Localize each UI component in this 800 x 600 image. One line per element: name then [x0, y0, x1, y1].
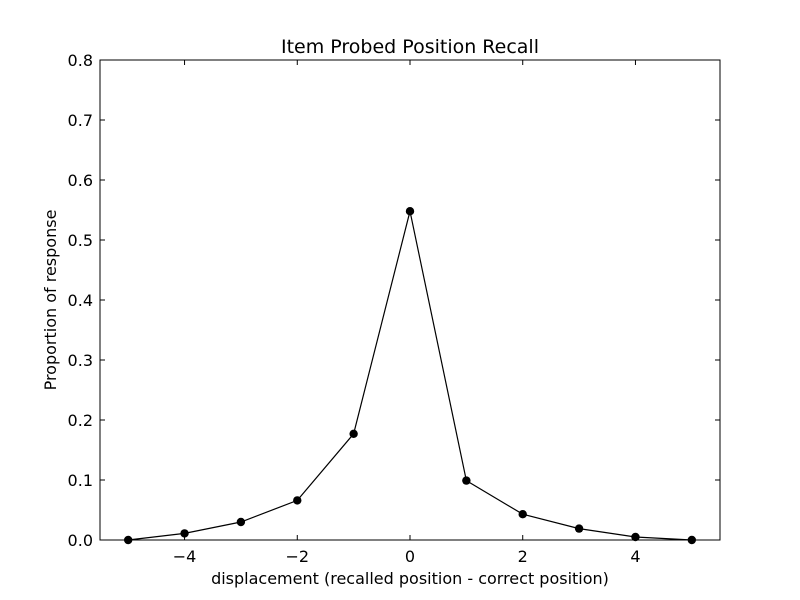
data-point: [574, 524, 584, 533]
y-tick-label: 0.1: [68, 471, 93, 490]
x-tick-label: −2: [285, 547, 309, 566]
axis-ticks: −4 −2 0 2 4 0.0 0.1 0.2 0.3 0.4 0.5 0.6 0.7 0.8: [68, 51, 720, 566]
data-point: [349, 429, 358, 438]
data-point: [236, 517, 246, 527]
y-tick-label: 0.4: [68, 291, 93, 310]
x-tick-label: −4: [173, 547, 197, 566]
y-tick-label: 0.2: [68, 411, 93, 430]
y-tick-label: 0.3: [68, 351, 93, 370]
x-tick-label: 0: [405, 547, 415, 566]
series-line: [128, 211, 692, 541]
x-axis-label: displacement (recalled position - correc…: [211, 569, 609, 588]
data-point: [405, 207, 415, 216]
y-tick-label: 0.0: [68, 531, 93, 550]
y-tick-label: 0.8: [68, 51, 93, 70]
x-tick-label: 2: [518, 547, 528, 566]
data-point: [518, 510, 527, 519]
data-point: [293, 496, 302, 505]
chart-title: Item Probed Position Recall: [281, 36, 539, 58]
y-axis-label: Proportion of response: [41, 210, 60, 391]
x-tick-label: 4: [630, 547, 640, 566]
data-point: [631, 532, 640, 542]
y-tick-label: 0.7: [68, 111, 93, 130]
data-point: [180, 529, 189, 538]
data-point: [462, 476, 471, 485]
y-tick-label: 0.5: [68, 231, 93, 250]
plot-frame: [99, 59, 721, 541]
y-tick-label: 0.6: [68, 171, 93, 190]
series-layer: [123, 207, 697, 545]
